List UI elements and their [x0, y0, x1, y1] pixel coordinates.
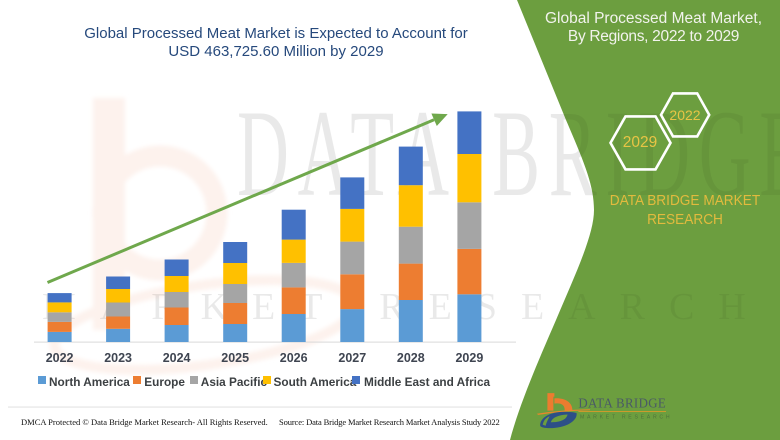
svg-text:MARKET RESEARCH: MARKET RESEARCH — [580, 414, 672, 420]
svg-text:DATA BRIDGE: DATA BRIDGE — [578, 395, 666, 411]
